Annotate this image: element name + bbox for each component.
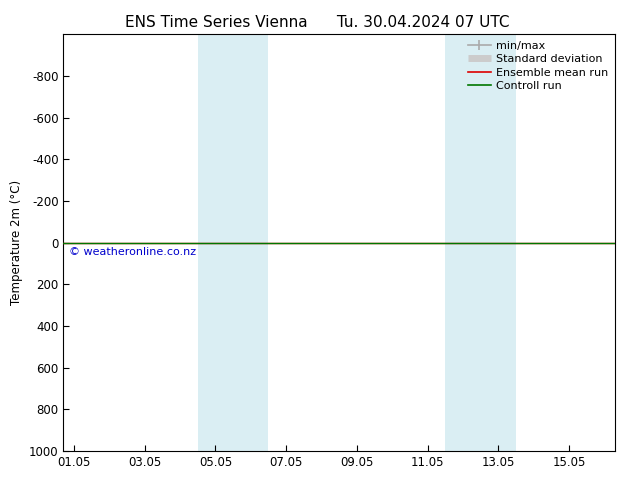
Text: © weatheronline.co.nz: © weatheronline.co.nz [69,246,196,257]
Legend: min/max, Standard deviation, Ensemble mean run, Controll run: min/max, Standard deviation, Ensemble me… [464,37,612,96]
Bar [445,34,516,451]
Text: ENS Time Series Vienna      Tu. 30.04.2024 07 UTC: ENS Time Series Vienna Tu. 30.04.2024 07… [125,15,509,30]
Y-axis label: Temperature 2m (°C): Temperature 2m (°C) [10,180,23,305]
Bar [198,34,268,451]
